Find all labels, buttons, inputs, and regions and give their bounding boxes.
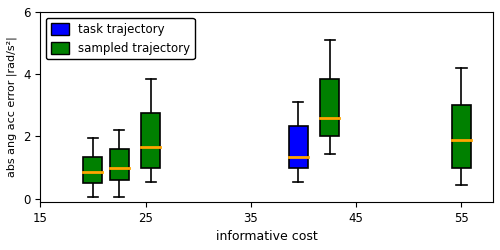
Bar (452, 105, 471, 168)
Y-axis label: abs ang acc error |rad/s²|: abs ang acc error |rad/s²| (7, 36, 18, 177)
Bar (320, 79, 340, 136)
Bar (142, 113, 161, 168)
Legend: task trajectory, sampled trajectory: task trajectory, sampled trajectory (46, 18, 195, 59)
X-axis label: informative cost: informative cost (216, 230, 318, 243)
Bar (110, 149, 128, 180)
Bar (84, 157, 102, 183)
Bar (289, 126, 308, 168)
